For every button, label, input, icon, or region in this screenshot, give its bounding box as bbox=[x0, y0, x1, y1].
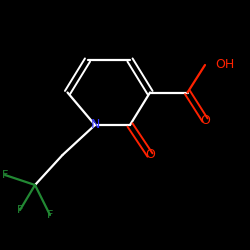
Text: N: N bbox=[90, 118, 100, 132]
Text: F: F bbox=[2, 170, 8, 180]
Text: O: O bbox=[200, 114, 210, 126]
Text: O: O bbox=[145, 148, 155, 162]
Text: OH: OH bbox=[215, 58, 234, 71]
Text: F: F bbox=[47, 210, 53, 220]
Text: F: F bbox=[17, 205, 23, 215]
